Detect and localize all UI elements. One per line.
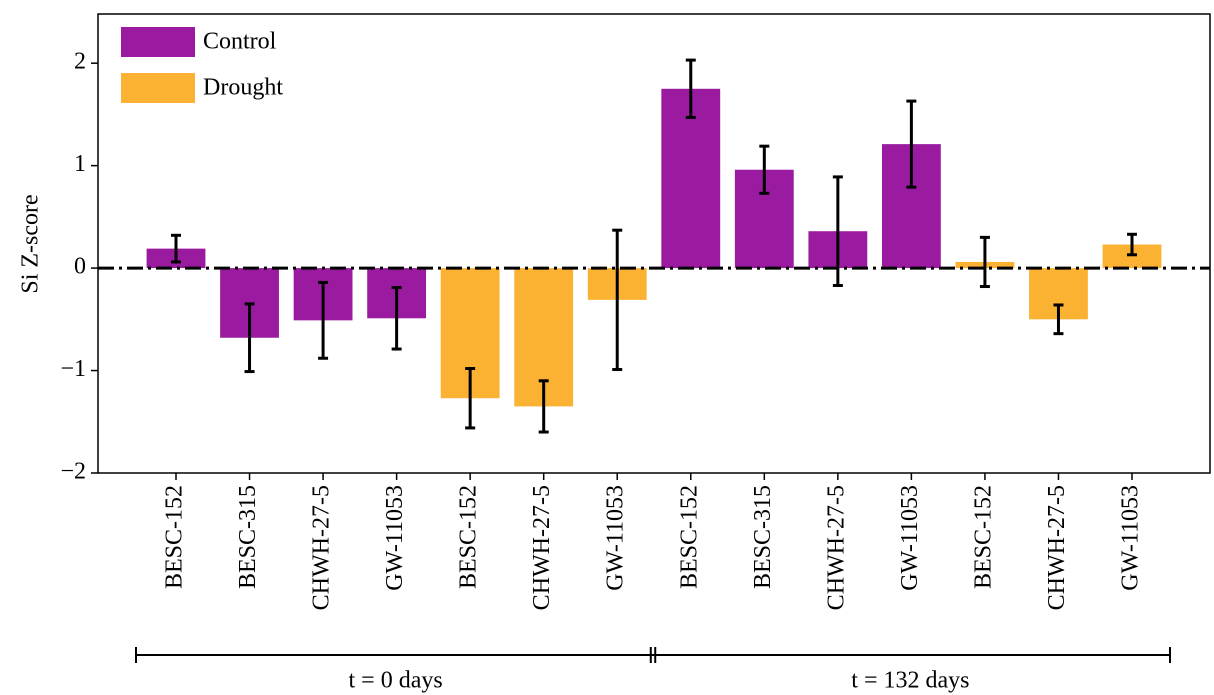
y-tick-label: 0 xyxy=(74,254,86,280)
error-bar xyxy=(538,379,549,434)
x-tick-label: CHWH-27-5 xyxy=(823,485,849,610)
x-tick-label: BESC-152 xyxy=(970,485,996,589)
error-bar xyxy=(979,235,990,289)
error-bar xyxy=(391,286,402,351)
error-bar xyxy=(171,233,181,264)
error-bar xyxy=(612,228,623,372)
y-axis-label: Si Z-score xyxy=(18,194,44,293)
error-bar xyxy=(318,280,329,360)
x-tick-label: GW-11053 xyxy=(897,485,923,591)
x-tick-label: CHWH-27-5 xyxy=(529,485,555,610)
x-tick-label: GW-11053 xyxy=(603,485,629,591)
y-tick-label: −2 xyxy=(60,459,86,485)
group-label: t = 0 days xyxy=(349,668,443,694)
x-tick-label: BESC-315 xyxy=(750,485,776,589)
error-bar xyxy=(832,175,843,288)
error-bar xyxy=(1127,232,1137,257)
x-tick-label: CHWH-27-5 xyxy=(1044,485,1070,610)
x-tick-label: CHWH-27-5 xyxy=(309,485,335,610)
plot-frame xyxy=(97,13,1211,474)
error-bar xyxy=(244,302,255,374)
group-label: t = 132 days xyxy=(851,668,969,694)
x-tick-label: GW-11053 xyxy=(1118,485,1144,591)
error-bar xyxy=(685,58,696,119)
x-tick-label: BESC-152 xyxy=(162,485,188,589)
legend-swatch xyxy=(121,73,195,103)
x-tick-label: GW-11053 xyxy=(382,485,408,591)
legend-swatch xyxy=(121,27,195,57)
error-bar xyxy=(906,99,917,189)
legend-label: Drought xyxy=(203,75,283,101)
x-tick-label: BESC-315 xyxy=(235,485,261,589)
legend-label: Control xyxy=(203,29,277,55)
y-tick-label: 2 xyxy=(74,49,86,75)
error-bar xyxy=(1053,303,1064,336)
y-tick-label: 1 xyxy=(74,151,86,177)
bar xyxy=(1102,244,1162,269)
error-bar xyxy=(759,144,770,195)
y-tick-label: −1 xyxy=(60,356,86,382)
x-tick-label: BESC-152 xyxy=(676,485,702,589)
x-tick-label: BESC-152 xyxy=(456,485,482,589)
error-bar xyxy=(465,366,476,430)
